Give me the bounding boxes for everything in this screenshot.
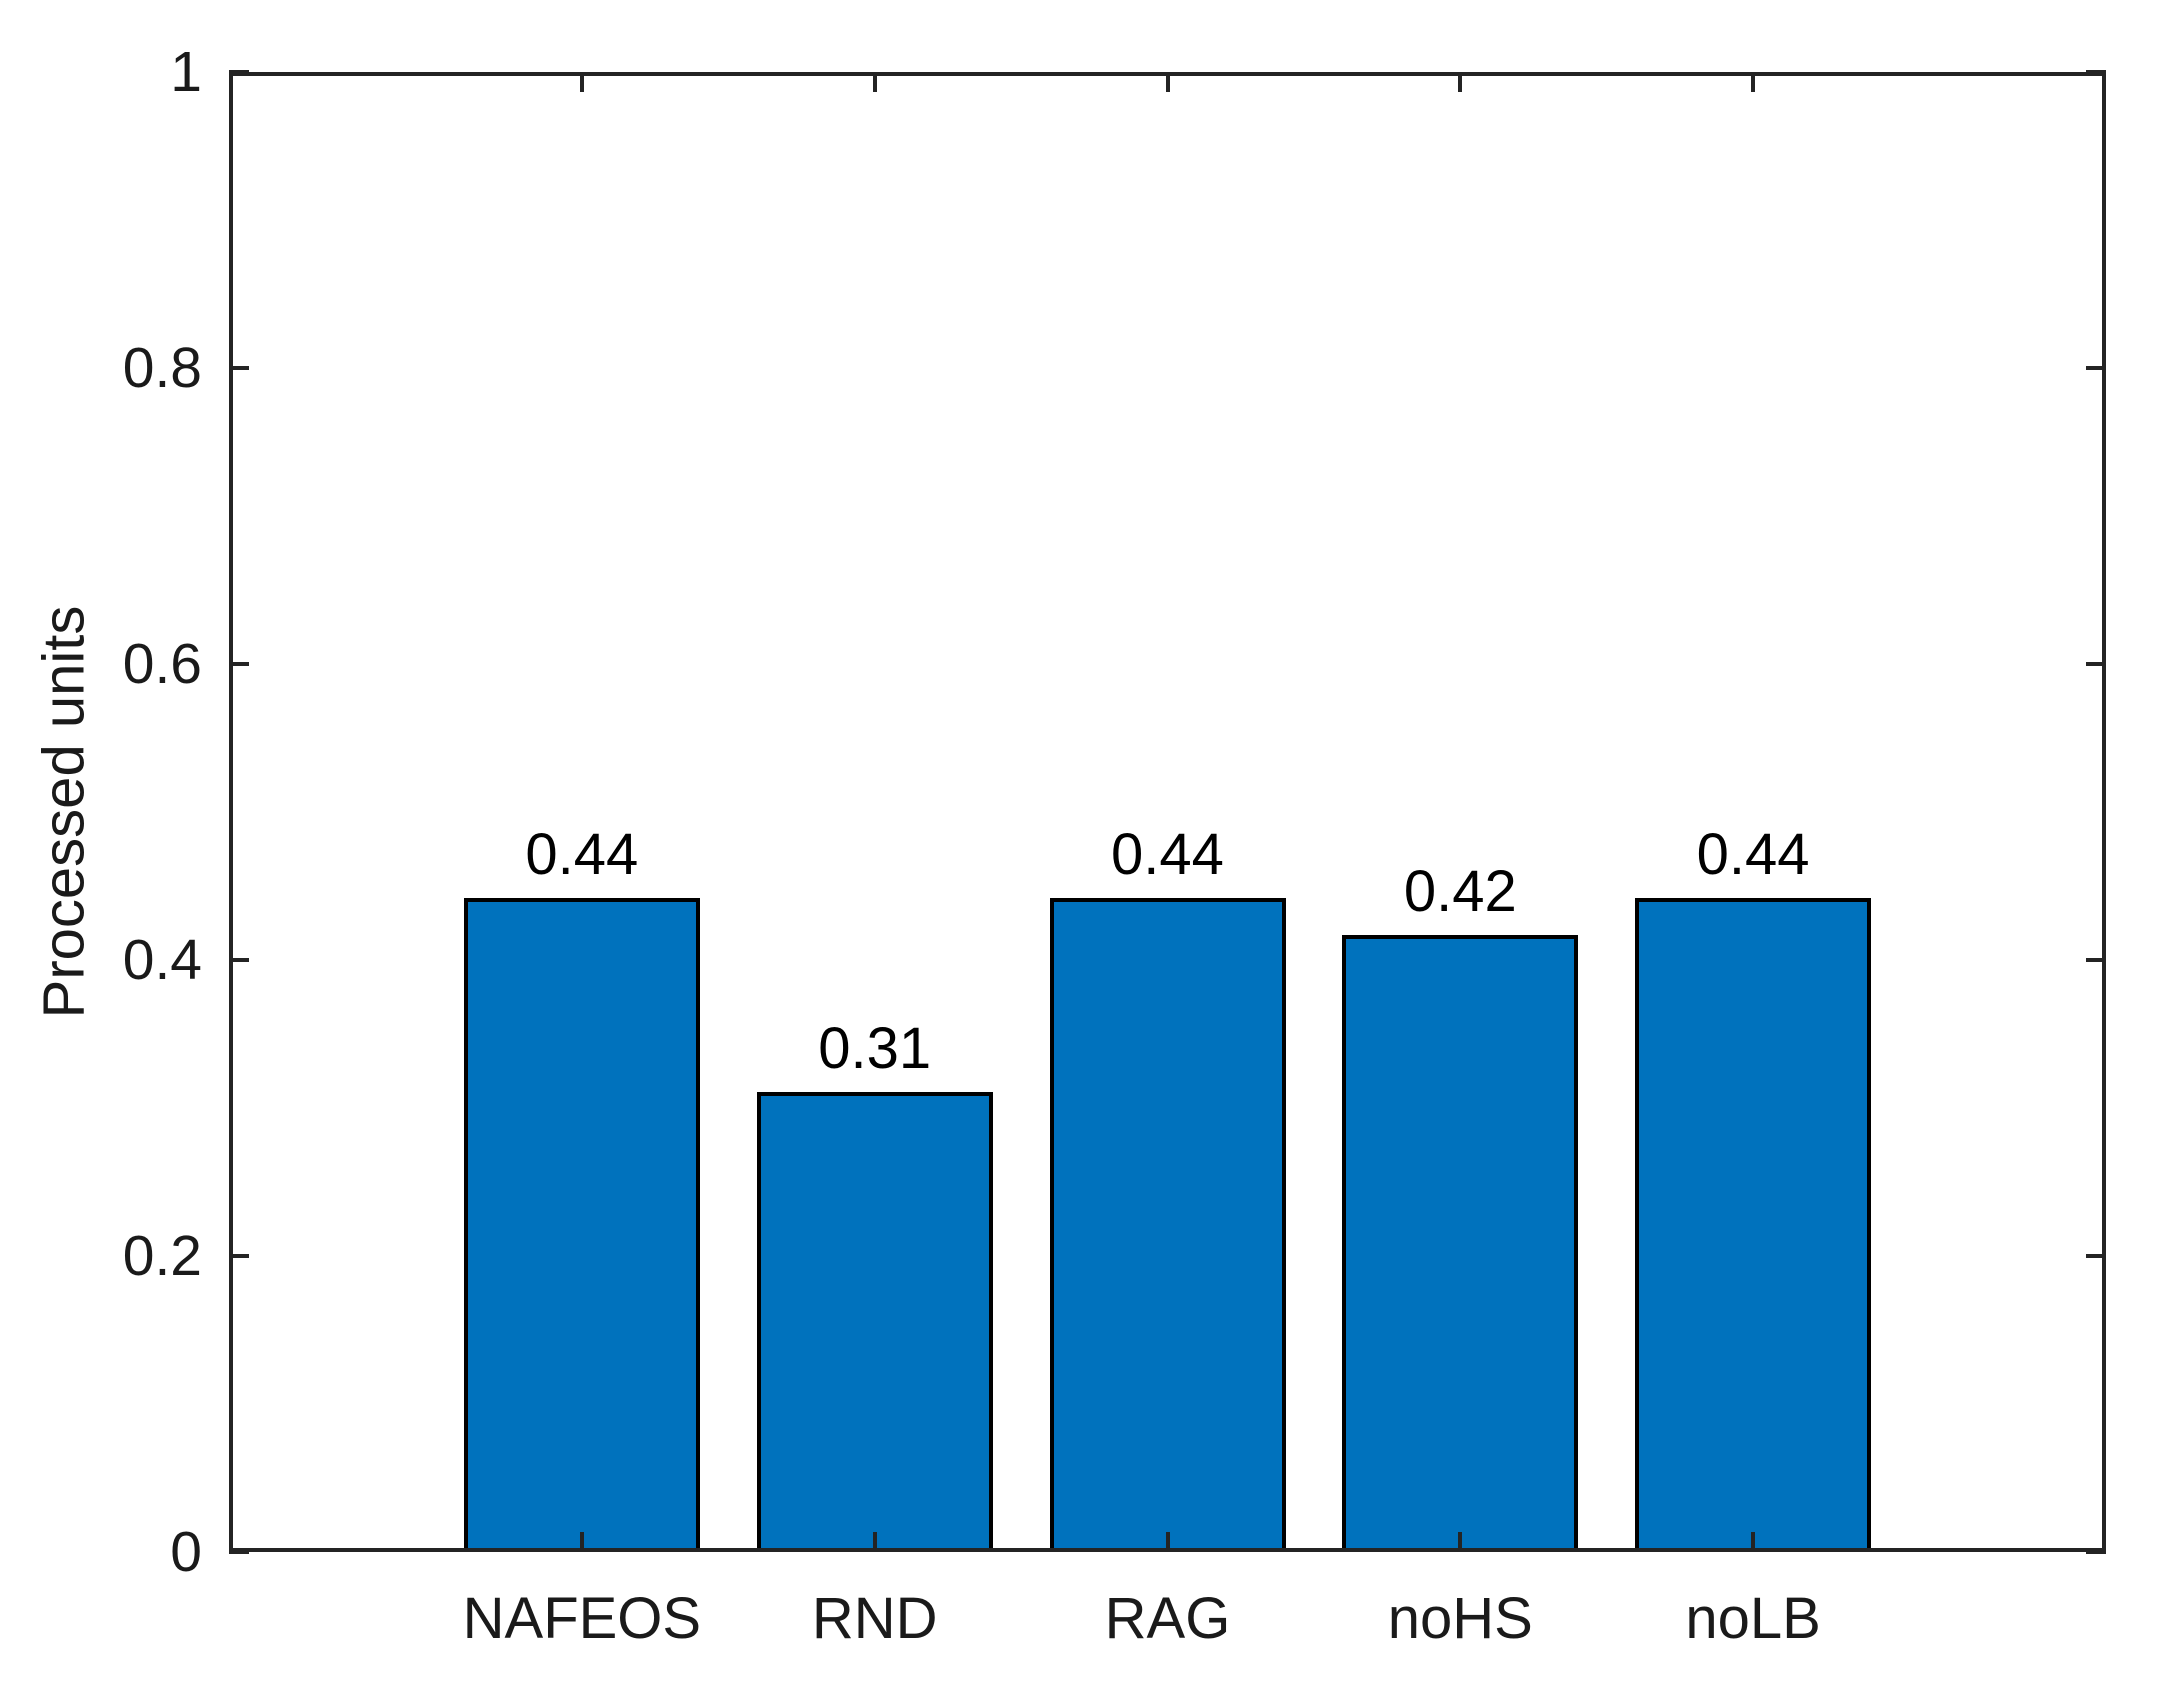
x-axis-tick-label: RND — [811, 1586, 938, 1651]
y-axis-tick-mark-right — [2086, 366, 2106, 370]
bar-value-label: 0.31 — [818, 1016, 932, 1081]
bar — [756, 1092, 993, 1552]
x-axis-tick-mark-top — [579, 72, 584, 92]
y-axis-tick-mark-left — [229, 366, 249, 370]
y-axis-tick-label: 0.6 — [122, 632, 202, 696]
bar-value-label: 0.44 — [1111, 822, 1224, 887]
bar-value-label: 0.42 — [1403, 859, 1517, 924]
bar — [1049, 898, 1286, 1552]
x-axis-tick-mark-bottom — [1458, 1532, 1463, 1552]
y-axis-tick-mark-left — [229, 1254, 249, 1258]
x-axis-tick-label: RAG — [1104, 1586, 1231, 1651]
x-axis-tick-mark-top — [1751, 72, 1756, 92]
y-axis-tick-mark-right — [2086, 70, 2106, 74]
x-axis-tick-mark-top — [1165, 72, 1170, 92]
y-axis-tick-mark-right — [2086, 958, 2106, 962]
x-axis-tick-label: NAFEOS — [462, 1586, 702, 1651]
bar-value-label: 0.44 — [525, 822, 639, 887]
bar — [1635, 898, 1872, 1552]
x-axis-tick-mark-bottom — [1165, 1532, 1170, 1552]
x-axis-tick-label: noHS — [1387, 1586, 1533, 1651]
y-axis-tick-mark-left — [229, 662, 249, 666]
y-axis-tick-mark-right — [2086, 1550, 2106, 1554]
y-axis-tick-mark-left — [229, 1550, 249, 1554]
bar-value-label: 0.44 — [1696, 822, 1810, 887]
y-axis-tick-mark-right — [2086, 1254, 2106, 1258]
x-axis-tick-label: noLB — [1685, 1586, 1821, 1651]
x-axis-tick-mark-top — [872, 72, 877, 92]
y-axis-tick-label: 0.4 — [122, 928, 202, 992]
y-axis-tick-mark-right — [2086, 662, 2106, 666]
x-axis-tick-mark-bottom — [872, 1532, 877, 1552]
plot-area: 0.44 0.31 0.44 0.42 0.44 — [229, 70, 2106, 1554]
y-axis-tick-label: 0.2 — [122, 1224, 202, 1288]
y-axis-tick-label: 1 — [170, 40, 202, 104]
y-axis-tick-mark-left — [229, 70, 249, 74]
x-axis-tick-mark-bottom — [579, 1532, 584, 1552]
y-axis-tick-label: 0 — [170, 1520, 202, 1584]
y-axis-tick-label: 0.8 — [122, 336, 202, 400]
bar — [463, 898, 700, 1552]
y-axis-tick-mark-left — [229, 958, 249, 962]
x-axis-tick-mark-top — [1458, 72, 1463, 92]
bar — [1342, 935, 1579, 1552]
x-axis-tick-mark-bottom — [1751, 1532, 1756, 1552]
